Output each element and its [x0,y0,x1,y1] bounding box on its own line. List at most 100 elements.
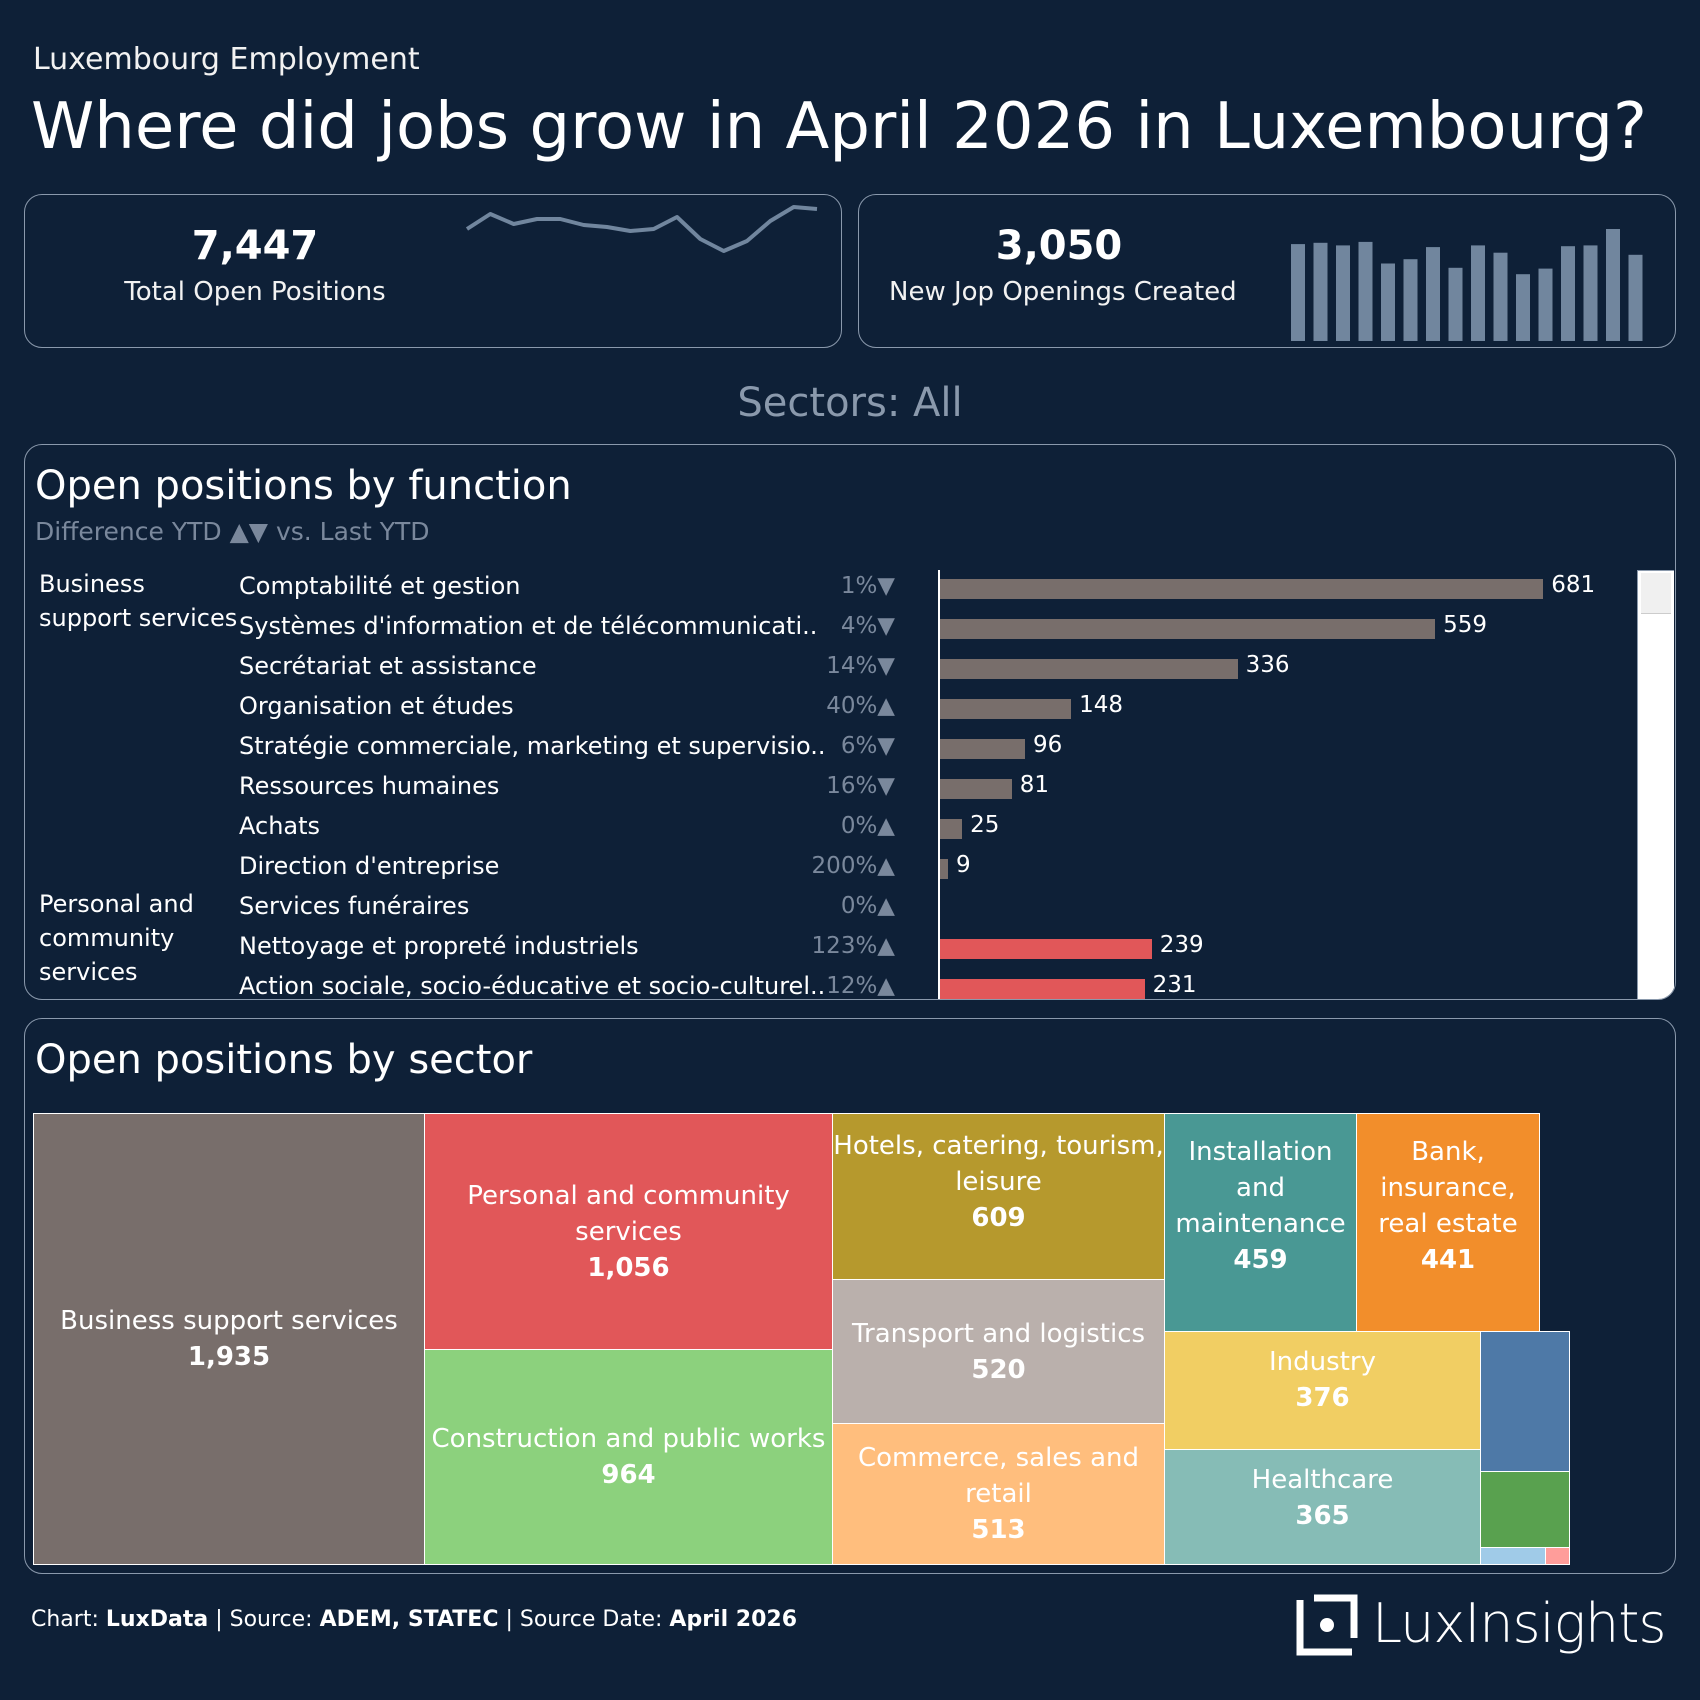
treemap-cell-name: Healthcare [1251,1465,1394,1495]
treemap-cell-name-line: insurance, [1380,1173,1516,1203]
function-label: Stratégie commerciale, marketing et supe… [239,732,826,760]
pct-change: 4%▼ [840,613,895,639]
function-label: Systèmes d'information et de télécommuni… [239,612,818,640]
sector-filter-label[interactable]: Sectors: All [737,380,963,426]
function-label: Services funéraires [239,892,470,920]
kpi-card-new-openings: 3,050 New Jop Openings Created [858,194,1676,348]
pct-change: 0%▲ [840,813,895,839]
bar-value-label: 81 [1019,772,1049,798]
treemap-cell-name: Commerce, sales and retail [857,1443,1140,1509]
bar-value-label: 681 [1551,572,1596,598]
mini-bar [1358,241,1373,341]
treemap-cell-name-line: Hotels, catering, tourism, [833,1131,1164,1161]
treemap-cell-name: Bank, insurance, real estate [1378,1134,1517,1242]
group-label-line: Business [39,570,145,598]
luxinsights-logo: LuxInsights [1292,1590,1678,1662]
function-label: Nettoyage et propreté industriels [239,932,639,960]
scrollbar-thumb[interactable] [1641,573,1671,614]
bar-value-label: 239 [1159,932,1204,958]
axis-line [938,570,940,999]
pct-change: 12%▲ [826,973,895,999]
treemap-cell[interactable]: Transport and logistics 520 [832,1279,1165,1424]
function-label: Comptabilité et gestion [239,572,521,600]
panel-title: Open positions by function [35,463,572,509]
mini-bar [1313,242,1328,341]
bar[interactable] [940,659,1238,679]
treemap-cell-value: 609 [971,1203,1026,1233]
treemap-cell-name-line: Installation [1188,1137,1333,1167]
mini-bar [1493,252,1508,341]
treemap-cell-name: Industry [1269,1347,1376,1377]
logo-text: LuxInsights [1372,1592,1667,1655]
bar[interactable] [940,939,1152,959]
function-label: Action sociale, socio-éducative et socio… [239,972,826,1000]
treemap-cell-name: Installation and maintenance [1175,1134,1345,1242]
mini-bar [1448,267,1463,341]
mini-bar [1516,274,1530,341]
treemap-cell-unlabeled[interactable] [1480,1471,1570,1548]
treemap-cell-name: Business support services [60,1306,398,1336]
footer-credits: Chart: LuxData | Source: ADEM, STATEC | … [31,1607,797,1632]
group-label-line: support services [39,604,238,632]
bar[interactable] [940,779,1012,799]
pct-change: 200%▲ [811,853,895,879]
treemap-cell-name: Personal and community services [467,1180,790,1247]
group-label-line: Personal and [39,890,194,918]
kpi-value: 3,050 [995,223,1123,269]
footer-source-prefix: | Source: [208,1607,320,1632]
bar-value-label: 231 [1152,972,1197,998]
kpi-label: Total Open Positions [124,277,386,307]
bar[interactable] [940,619,1436,639]
bar[interactable] [940,819,963,839]
bar-value-label: 148 [1079,692,1123,718]
treemap-cell[interactable]: Commerce, sales and retail 513 [832,1423,1165,1565]
pct-change: 6%▼ [840,733,895,759]
function-label: Secrétariat et assistance [239,652,537,680]
page-title: Where did jobs grow in April 2026 in Lux… [31,90,1647,164]
treemap-cell[interactable]: Installation and maintenance 459 [1164,1113,1357,1332]
function-rows: Comptabilité et gestion 1%▼ 681 Systèmes d'… [25,445,1645,1000]
group-label-line: services [39,958,138,986]
treemap-cell-unlabeled[interactable] [1480,1331,1570,1472]
treemap-cell-value: 459 [1233,1245,1288,1275]
treemap-cell[interactable]: Healthcare 365 [1164,1449,1481,1565]
bar[interactable] [940,739,1025,759]
group-label-line: community [39,924,175,952]
treemap-cell-name-line: Bank, [1411,1137,1485,1167]
treemap-cell-value: 520 [971,1354,1026,1385]
treemap-cell[interactable]: Personal and community services 1,056 [424,1113,833,1350]
treemap-cell[interactable]: Hotels, catering, tourism, leisure 609 [832,1113,1165,1280]
mini-bar [1291,244,1305,341]
function-label: Organisation et études [239,692,514,720]
bar[interactable] [940,859,948,879]
treemap-cell-value: 513 [971,1515,1026,1545]
function-label: Direction d'entreprise [239,852,500,880]
treemap-cell-name: Construction and public works [431,1424,826,1454]
pct-change: 40%▲ [826,693,895,719]
treemap-cell-unlabeled[interactable] [1480,1547,1546,1565]
mini-bar [1403,259,1418,341]
bar[interactable] [940,579,1544,599]
function-panel: Open positions by function Difference YT… [24,444,1676,1000]
treemap-cell[interactable]: Business support services 1,935 [33,1113,425,1565]
group-label: Business support services [39,567,237,635]
kpi-card-open-positions: 7,447 Total Open Positions [24,194,842,348]
mini-bar [1538,268,1553,341]
mini-bar [1426,247,1440,341]
bar[interactable] [940,979,1145,999]
treemap-cell[interactable]: Bank, insurance, real estate 441 [1356,1113,1540,1332]
mini-bar-chart [1291,229,1643,341]
treemap-cell-value: 365 [1295,1501,1350,1531]
mini-bar [1336,245,1350,341]
treemap-cell[interactable]: Construction and public works 964 [424,1349,833,1565]
treemap-cell-unlabeled[interactable] [1545,1547,1570,1565]
scrollbar[interactable] [1637,570,1674,999]
treemap-cell-value: 441 [1420,1245,1476,1275]
treemap-cell-name: Hotels, catering, tourism, leisure [833,1128,1163,1200]
mini-bar [1471,245,1485,341]
treemap-cell-name: Transport and logistics [851,1318,1146,1349]
treemap-cell[interactable]: Industry 376 [1164,1331,1481,1450]
bar[interactable] [940,699,1072,719]
treemap-cell-name-line: leisure [955,1167,1042,1197]
eyebrow-title: Luxembourg Employment [33,42,420,77]
